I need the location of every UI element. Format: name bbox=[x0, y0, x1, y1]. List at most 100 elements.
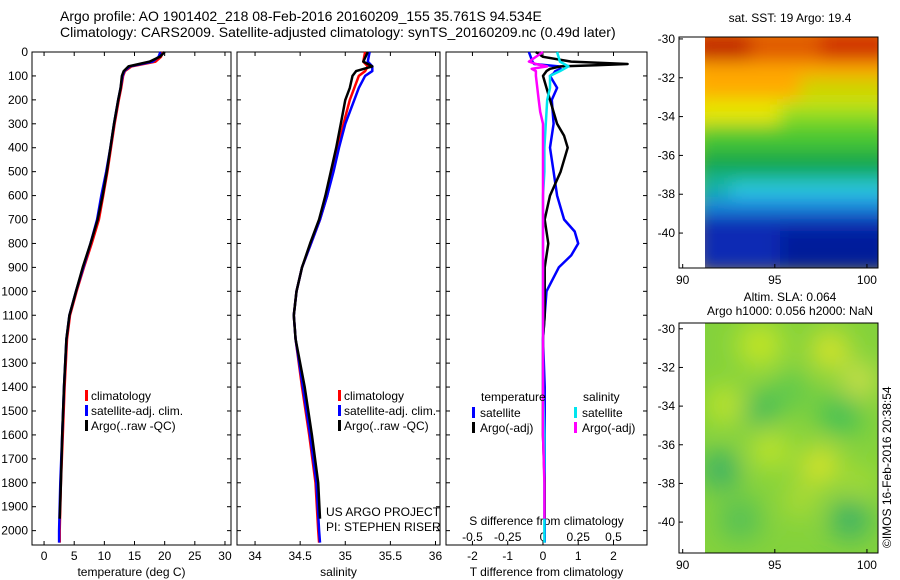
legend-label: satellite bbox=[480, 406, 521, 420]
series-line-Argo(..raw -QC) bbox=[58, 51, 166, 519]
x-tick-label: 25 bbox=[188, 549, 202, 563]
plot-frame bbox=[31, 51, 232, 546]
plot-frame bbox=[236, 51, 441, 546]
x-tick-label: 0 bbox=[540, 549, 547, 563]
x-tick-label: -1 bbox=[502, 549, 513, 563]
x-axis-label: T difference from climatology bbox=[470, 565, 624, 579]
sla-map-field bbox=[705, 323, 878, 553]
plot-title-line-2: Climatology: CARS2009. Satellite-adjuste… bbox=[60, 24, 616, 40]
legend-swatch bbox=[472, 422, 475, 433]
plot-frame bbox=[445, 51, 648, 546]
legend-group-label: salinity bbox=[583, 390, 620, 404]
series-line-Argo(..raw -QC) bbox=[292, 51, 374, 519]
legend-label: satellite bbox=[582, 406, 623, 420]
top-tick-label: -0.25 bbox=[494, 530, 522, 544]
top-axis-label: S difference from climatology bbox=[469, 514, 624, 528]
x-tick-label: 1 bbox=[575, 549, 582, 563]
x-tick-label: 0 bbox=[41, 549, 48, 563]
map-y-tick-label: -30 bbox=[658, 322, 676, 336]
y-tick-label: 1600 bbox=[1, 428, 28, 442]
sst-map-title: sat. SST: 19 Argo: 19.4 bbox=[729, 11, 852, 25]
profile-panel-2: -2 -1 0 1 2 T difference from climatology -0.5… bbox=[445, 50, 648, 579]
legend-swatch bbox=[338, 420, 341, 431]
top-tick-label: -0.5 bbox=[462, 530, 483, 544]
map-y-tick-label: -30 bbox=[658, 32, 676, 46]
series-line-Argo(-adj) bbox=[527, 50, 549, 519]
x-tick-label: 34.5 bbox=[288, 549, 312, 563]
map-y-tick-label: -38 bbox=[658, 476, 676, 490]
y-tick-label: 1000 bbox=[1, 284, 28, 298]
legend-swatch bbox=[338, 390, 341, 401]
y-tick-label: 0 bbox=[21, 45, 28, 59]
legend-swatch bbox=[472, 407, 475, 418]
y-tick-label: 1200 bbox=[1, 332, 28, 346]
map-y-tick-label: -34 bbox=[658, 399, 676, 413]
legend-label: satellite-adj. clim. bbox=[344, 404, 436, 418]
legend-swatch bbox=[574, 407, 577, 418]
y-tick-label: 1500 bbox=[1, 404, 28, 418]
series-line-satellite bbox=[527, 51, 580, 543]
y-tick-label: 1900 bbox=[1, 500, 28, 514]
legend-label: Argo(..raw -QC) bbox=[91, 419, 176, 433]
x-tick-label: 15 bbox=[128, 549, 142, 563]
profile-panel-0: 0100200300400500600700800900100011001200… bbox=[1, 45, 232, 579]
map-x-tick-label: 100 bbox=[857, 273, 877, 287]
map-x-tick-label: 100 bbox=[857, 558, 877, 572]
y-tick-label: 500 bbox=[8, 165, 28, 179]
y-tick-label: 300 bbox=[8, 117, 28, 131]
y-tick-label: 400 bbox=[8, 141, 28, 155]
y-tick-label: 100 bbox=[8, 69, 28, 83]
sla-map-title: Altim. SLA: 0.064 bbox=[744, 290, 837, 304]
legend-label: Argo(-adj) bbox=[582, 421, 635, 435]
x-tick-label: 20 bbox=[158, 549, 172, 563]
y-tick-label: 1300 bbox=[1, 356, 28, 370]
map-y-tick-label: -40 bbox=[658, 226, 676, 240]
x-tick-label: 5 bbox=[71, 549, 78, 563]
series-line-climatology bbox=[292, 51, 370, 543]
plot-title-line-1: Argo profile: AO 1901402_218 08-Feb-2016… bbox=[60, 8, 542, 24]
y-tick-label: 700 bbox=[8, 213, 28, 227]
sst-map-panel: sat. SST: 19 Argo: 19.4 90 95 1 bbox=[658, 11, 879, 287]
x-tick-label: 2 bbox=[610, 549, 617, 563]
sst-map-field bbox=[705, 37, 878, 268]
x-tick-label: 35 bbox=[339, 549, 353, 563]
x-tick-label: 36 bbox=[429, 549, 443, 563]
sla-map-panel: Altim. SLA: 0.064 Argo h1000: 0.056 h200… bbox=[658, 290, 879, 572]
map-y-tick-label: -32 bbox=[658, 360, 676, 374]
legend-label: satellite-adj. clim. bbox=[91, 404, 183, 418]
legend-swatch bbox=[85, 390, 88, 401]
map-x-tick-label: 95 bbox=[768, 273, 782, 287]
legend-swatch bbox=[85, 420, 88, 431]
y-tick-label: 1800 bbox=[1, 476, 28, 490]
top-tick-label: 0 bbox=[540, 530, 547, 544]
map-x-tick-label: 95 bbox=[768, 558, 782, 572]
y-tick-label: 600 bbox=[8, 189, 28, 203]
map-x-tick-label: 90 bbox=[676, 273, 690, 287]
profile-panel-1: 34 34.5 35 35.5 36 salinity climatologysatelli… bbox=[236, 51, 443, 579]
legend-label: Argo(-adj) bbox=[480, 421, 533, 435]
pi-credit: PI: STEPHEN RISER bbox=[326, 520, 441, 534]
top-tick-label: 0.25 bbox=[567, 530, 591, 544]
map-y-tick-label: -36 bbox=[658, 438, 676, 452]
project-credit: US ARGO PROJECT bbox=[326, 505, 441, 519]
legend-label: climatology bbox=[344, 389, 404, 403]
x-tick-label: 10 bbox=[98, 549, 112, 563]
map-y-tick-label: -32 bbox=[658, 71, 676, 85]
top-tick-label: 0.5 bbox=[605, 530, 622, 544]
map-x-tick-label: 90 bbox=[676, 558, 690, 572]
legend-swatch bbox=[574, 422, 577, 433]
y-tick-label: 200 bbox=[8, 93, 28, 107]
sla-map-subtitle: Argo h1000: 0.056 h2000: NaN bbox=[707, 304, 873, 318]
x-tick-label: 35.5 bbox=[379, 549, 403, 563]
y-tick-label: 1100 bbox=[2, 308, 28, 322]
imos-timestamp: ©IMOS 16-Feb-2016 20:38:54 bbox=[880, 386, 894, 548]
x-tick-label: 34 bbox=[248, 549, 262, 563]
legend-label: climatology bbox=[91, 389, 151, 403]
map-y-tick-label: -36 bbox=[658, 148, 676, 162]
y-tick-label: 1400 bbox=[1, 380, 28, 394]
y-tick-label: 2000 bbox=[1, 524, 28, 538]
x-axis-label: temperature (deg C) bbox=[77, 565, 185, 579]
y-tick-label: 900 bbox=[8, 260, 28, 274]
y-tick-label: 1700 bbox=[1, 452, 28, 466]
